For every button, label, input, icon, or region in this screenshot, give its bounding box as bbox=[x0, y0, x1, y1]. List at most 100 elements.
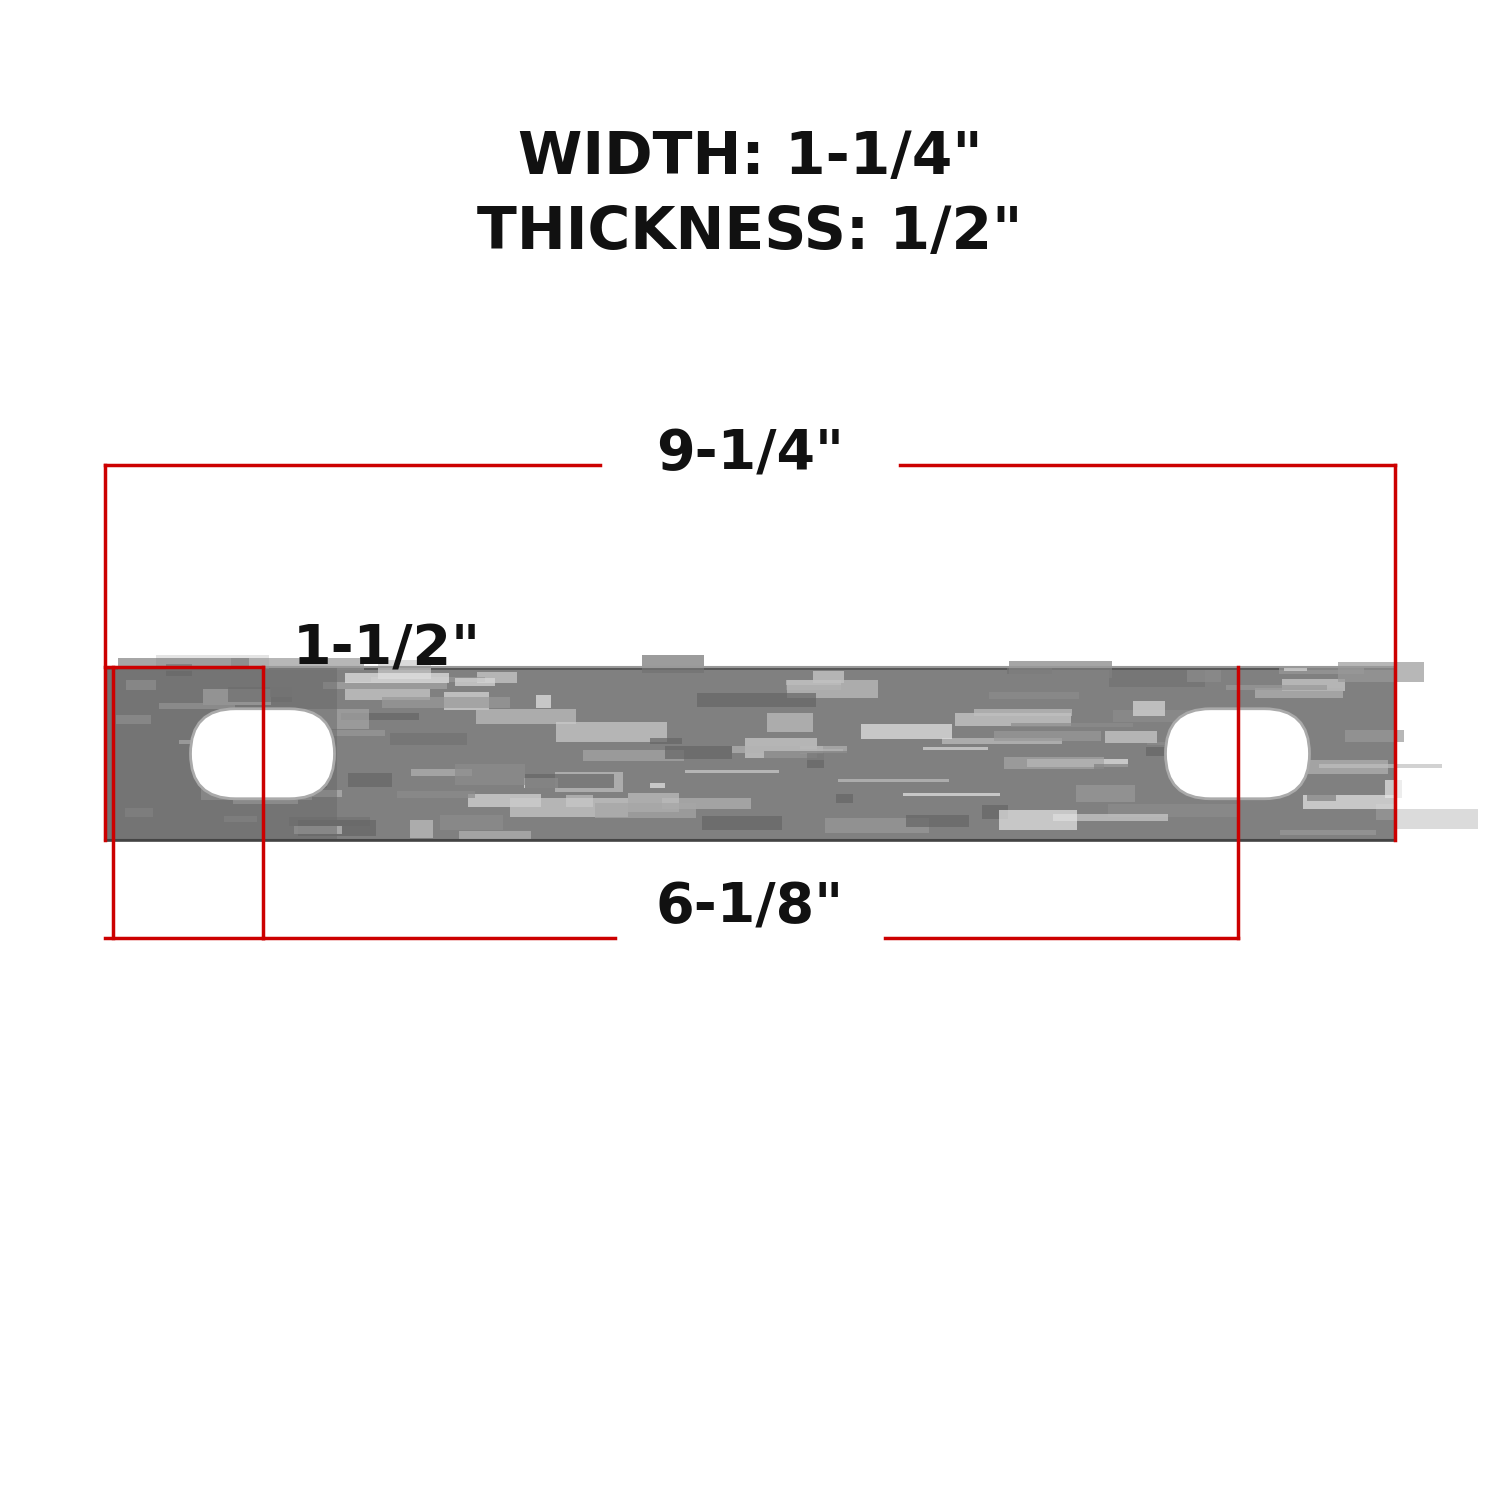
Bar bbox=[201, 784, 312, 800]
Bar bbox=[906, 816, 969, 828]
Bar bbox=[345, 688, 429, 700]
Bar bbox=[1376, 804, 1396, 820]
Bar bbox=[1338, 662, 1424, 682]
Bar bbox=[702, 816, 783, 831]
Bar bbox=[1318, 764, 1442, 768]
Bar bbox=[839, 778, 950, 782]
Bar bbox=[225, 816, 258, 822]
Bar bbox=[231, 658, 364, 669]
Bar bbox=[232, 789, 297, 804]
Bar bbox=[1304, 795, 1395, 808]
Bar bbox=[444, 692, 489, 711]
Bar bbox=[584, 750, 684, 760]
Bar bbox=[117, 658, 249, 670]
Bar bbox=[390, 734, 468, 746]
Bar bbox=[117, 714, 152, 723]
Bar bbox=[1108, 804, 1239, 816]
Bar bbox=[1226, 686, 1328, 690]
Bar bbox=[468, 794, 542, 807]
Bar bbox=[1128, 768, 1179, 782]
Bar bbox=[178, 740, 232, 744]
Bar bbox=[124, 808, 153, 816]
Bar bbox=[732, 746, 848, 753]
Bar bbox=[786, 680, 840, 690]
Bar bbox=[1005, 756, 1104, 770]
Bar bbox=[825, 818, 930, 833]
Bar bbox=[267, 777, 327, 789]
Bar bbox=[800, 748, 843, 752]
Bar bbox=[159, 704, 236, 710]
Bar bbox=[994, 730, 1101, 741]
Bar bbox=[813, 670, 843, 682]
Bar bbox=[1106, 730, 1156, 742]
Bar bbox=[322, 682, 447, 688]
Bar bbox=[251, 730, 386, 736]
Bar bbox=[1344, 730, 1404, 741]
Bar bbox=[270, 678, 314, 698]
Bar bbox=[476, 710, 576, 724]
Bar bbox=[566, 795, 592, 807]
Bar bbox=[378, 660, 432, 678]
Bar bbox=[999, 810, 1077, 830]
Text: 6-1/8": 6-1/8" bbox=[656, 880, 844, 934]
Bar bbox=[1280, 758, 1310, 765]
Bar bbox=[1053, 815, 1168, 822]
FancyBboxPatch shape bbox=[190, 708, 334, 798]
Bar bbox=[411, 768, 472, 776]
Bar bbox=[786, 680, 879, 699]
Bar bbox=[382, 698, 510, 708]
Bar bbox=[156, 656, 270, 669]
Bar bbox=[903, 792, 1001, 796]
Bar bbox=[696, 693, 816, 706]
Bar bbox=[1294, 760, 1388, 774]
Bar bbox=[1113, 710, 1216, 722]
Bar bbox=[1186, 669, 1221, 682]
Bar bbox=[126, 681, 156, 690]
Bar bbox=[459, 831, 531, 840]
Bar bbox=[800, 746, 824, 753]
Bar bbox=[370, 676, 486, 681]
Bar bbox=[410, 819, 434, 839]
Bar bbox=[651, 738, 682, 744]
Bar bbox=[555, 722, 668, 742]
Bar bbox=[290, 818, 370, 825]
Bar bbox=[345, 674, 450, 684]
Bar bbox=[282, 790, 342, 796]
Bar bbox=[204, 690, 272, 705]
Bar bbox=[398, 790, 476, 798]
Bar bbox=[454, 765, 525, 784]
Bar bbox=[454, 678, 495, 687]
Bar bbox=[766, 714, 813, 732]
Bar bbox=[642, 654, 704, 674]
Bar bbox=[294, 827, 342, 834]
Bar bbox=[1284, 666, 1306, 670]
Bar bbox=[555, 772, 624, 792]
Bar bbox=[746, 738, 818, 759]
Bar bbox=[298, 821, 376, 836]
Bar bbox=[1148, 741, 1182, 746]
Bar bbox=[1028, 759, 1128, 766]
Bar bbox=[165, 664, 192, 676]
Bar bbox=[524, 777, 558, 788]
Bar bbox=[1146, 747, 1203, 756]
Bar bbox=[807, 753, 825, 768]
Bar bbox=[340, 714, 418, 720]
Bar bbox=[348, 772, 392, 788]
FancyBboxPatch shape bbox=[1166, 708, 1310, 798]
Bar bbox=[572, 670, 626, 688]
Bar bbox=[510, 798, 627, 816]
Bar bbox=[1282, 678, 1346, 692]
Bar bbox=[988, 692, 1078, 699]
Bar bbox=[1280, 831, 1376, 834]
Bar bbox=[1076, 784, 1136, 802]
Bar bbox=[628, 794, 678, 813]
Bar bbox=[982, 804, 1008, 819]
Bar bbox=[1108, 669, 1204, 687]
Bar bbox=[662, 798, 752, 808]
Text: WIDTH: 1-1/4": WIDTH: 1-1/4" bbox=[518, 129, 982, 186]
Bar bbox=[1280, 668, 1364, 674]
Bar bbox=[686, 770, 780, 772]
Text: 9-1/4": 9-1/4" bbox=[656, 427, 844, 482]
Bar bbox=[477, 672, 518, 682]
Bar bbox=[228, 687, 291, 702]
